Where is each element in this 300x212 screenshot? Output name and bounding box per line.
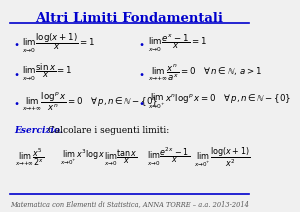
Text: Altri Limiti Fondamentali: Altri Limiti Fondamentali bbox=[35, 12, 224, 25]
Text: $\lim_{x \to 0^+} \dfrac{\log(x+1)}{x^2}$: $\lim_{x \to 0^+} \dfrac{\log(x+1)}{x^2}… bbox=[194, 145, 250, 169]
Text: $\bullet$: $\bullet$ bbox=[13, 38, 20, 48]
Text: $\lim_{x \to 0} \dfrac{e^x - 1}{x} = 1$: $\lim_{x \to 0} \dfrac{e^x - 1}{x} = 1$ bbox=[148, 33, 207, 54]
Text: Esercizio.: Esercizio. bbox=[15, 126, 63, 135]
Text: $\lim_{x \to +\infty} \dfrac{x^n}{a^x} = 0 \quad \forall\, n \in \mathbb{N},\, a: $\lim_{x \to +\infty} \dfrac{x^n}{a^x} =… bbox=[148, 62, 262, 83]
Text: $\lim_{x \to +\infty} \dfrac{\log^p x}{x^n} = 0 \quad \forall\, p, n \in \mathbb: $\lim_{x \to +\infty} \dfrac{\log^p x}{x… bbox=[22, 91, 158, 113]
Text: $\bullet$: $\bullet$ bbox=[13, 97, 20, 107]
Text: $\lim_{x \to 0} \dfrac{\sin x}{x} = 1$: $\lim_{x \to 0} \dfrac{\sin x}{x} = 1$ bbox=[22, 62, 73, 83]
Text: $\lim_{x \to 0^+} x^n \log^p x = 0 \quad \forall\, p, n \in \mathbb{N} - \{0\}$: $\lim_{x \to 0^+} x^n \log^p x = 0 \quad… bbox=[148, 93, 291, 111]
Text: $\lim_{x \to 0^+} x^3 \log x$: $\lim_{x \to 0^+} x^3 \log x$ bbox=[59, 148, 105, 167]
Text: $\lim_{x \to 0} \dfrac{\tan x}{x}$: $\lim_{x \to 0} \dfrac{\tan x}{x}$ bbox=[104, 147, 138, 168]
Text: $\lim_{x \to +\infty} \dfrac{x^5}{2^x}$: $\lim_{x \to +\infty} \dfrac{x^5}{2^x}$ bbox=[15, 146, 44, 168]
Text: $\lim_{x \to 0} \dfrac{\log(x+1)}{x} = 1$: $\lim_{x \to 0} \dfrac{\log(x+1)}{x} = 1… bbox=[22, 32, 95, 55]
Text: Matematica con Elementi di Statistica, ANNA TORRE – a.a. 2013-2014: Matematica con Elementi di Statistica, A… bbox=[10, 200, 249, 208]
Text: $\bullet$: $\bullet$ bbox=[138, 97, 145, 107]
Text: $\bullet$: $\bullet$ bbox=[138, 38, 145, 48]
Text: Calcolare i seguenti limiti:: Calcolare i seguenti limiti: bbox=[48, 126, 169, 135]
Text: $\lim_{x \to 0} \dfrac{e^{2x}-1}{x}$: $\lim_{x \to 0} \dfrac{e^{2x}-1}{x}$ bbox=[147, 146, 190, 168]
Text: $\bullet$: $\bullet$ bbox=[13, 68, 20, 78]
Text: $\bullet$: $\bullet$ bbox=[138, 68, 145, 78]
